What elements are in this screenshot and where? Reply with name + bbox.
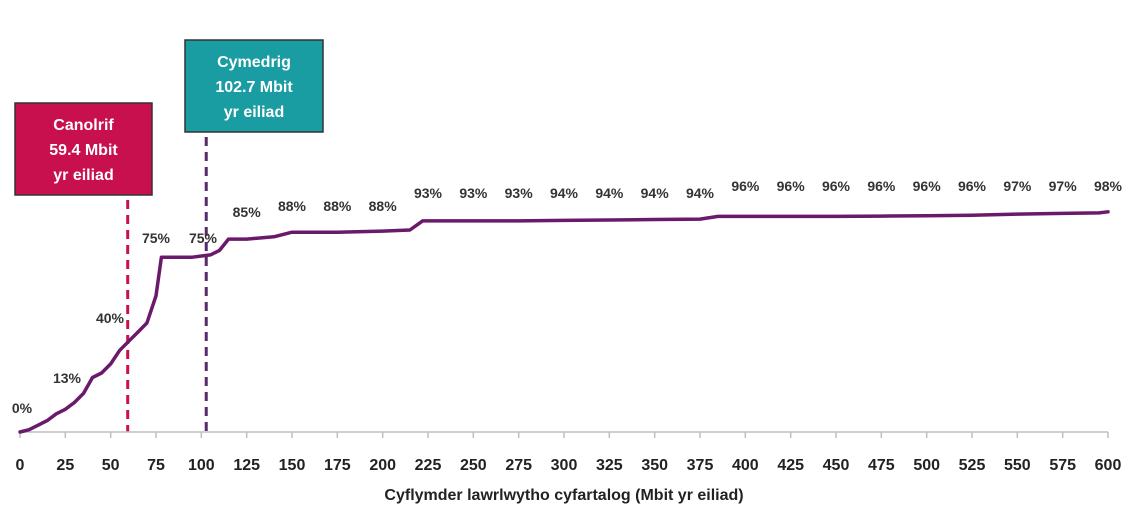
percentage-label: 85% <box>233 204 262 220</box>
median-callout-text: yr eiliad <box>53 167 113 184</box>
median-callout-text: 59.4 Mbit <box>49 142 118 159</box>
x-tick-label: 125 <box>233 457 260 474</box>
percentage-label: 75% <box>189 230 218 246</box>
x-tick-label: 250 <box>460 457 487 474</box>
percentage-label: 97% <box>1049 178 1078 194</box>
x-tick-label: 100 <box>188 457 215 474</box>
x-tick-label: 275 <box>505 457 532 474</box>
x-tick-label: 600 <box>1095 457 1122 474</box>
percentage-label: 88% <box>278 198 307 214</box>
x-tick-label: 400 <box>732 457 759 474</box>
x-tick-label: 75 <box>147 457 165 474</box>
x-tick-label: 425 <box>777 457 804 474</box>
percentage-label: 96% <box>867 178 896 194</box>
percentage-labels: 0% 13% 40% 75% 75% 85% 88% 88% 88% 93% 93% 93% 94% 94… <box>12 178 1123 416</box>
percentage-label: 75% <box>142 230 171 246</box>
percentage-label: 88% <box>323 198 352 214</box>
x-tick-label: 175 <box>324 457 351 474</box>
percentage-label: 13% <box>53 370 82 386</box>
x-tick-label: 525 <box>959 457 986 474</box>
x-tick-label: 200 <box>369 457 396 474</box>
x-tick-label: 300 <box>551 457 578 474</box>
percentage-label: 93% <box>414 185 443 201</box>
x-tick-label: 375 <box>687 457 714 474</box>
series-layer <box>18 210 1110 434</box>
x-tick-label: 25 <box>56 457 74 474</box>
x-tick-label: 450 <box>823 457 850 474</box>
median-callout-box <box>14 102 153 196</box>
x-tick-label: 350 <box>641 457 668 474</box>
percentage-label: 94% <box>686 185 715 201</box>
x-axis-ticks: 0 25 50 75 100 125 150 175 200 225 250 275 300 325 350… <box>16 432 1122 474</box>
percentage-label: 97% <box>1003 178 1032 194</box>
x-tick-label: 550 <box>1004 457 1031 474</box>
percentage-label: 93% <box>505 185 534 201</box>
mean-callout-box <box>184 39 324 133</box>
reference-lines-layer <box>126 137 208 432</box>
mean-callout-text: Cymedrig <box>217 54 291 71</box>
x-tick-label: 500 <box>913 457 940 474</box>
series-line <box>18 210 1110 434</box>
percentage-label: 40% <box>96 310 125 326</box>
percentage-label: 96% <box>777 178 806 194</box>
percentage-label: 96% <box>731 178 760 194</box>
mean-callout-text: yr eiliad <box>224 104 284 121</box>
percentage-label: 98% <box>1094 178 1123 194</box>
x-axis-title: Cyflymder lawrlwytho cyfartalog (Mbit yr… <box>384 487 743 504</box>
percentage-label: 0% <box>12 400 33 416</box>
x-tick-label: 50 <box>102 457 120 474</box>
percentage-label: 94% <box>550 185 579 201</box>
percentage-label: 96% <box>958 178 987 194</box>
x-tick-label: 0 <box>16 457 25 474</box>
percentage-label: 96% <box>822 178 851 194</box>
percentage-label: 94% <box>595 185 624 201</box>
percentage-label: 93% <box>459 185 488 201</box>
median-callout-text: Canolrif <box>53 117 114 134</box>
percentage-label: 94% <box>641 185 670 201</box>
x-tick-label: 150 <box>279 457 306 474</box>
x-tick-label: 575 <box>1049 457 1076 474</box>
x-tick-label: 225 <box>415 457 442 474</box>
percentage-label: 88% <box>369 198 398 214</box>
percentage-label: 96% <box>913 178 942 194</box>
callouts-layer: Canolrif 59.4 Mbit yr eiliad Cymedrig 102.7 … <box>14 39 324 196</box>
x-tick-label: 325 <box>596 457 623 474</box>
mean-callout-text: 102.7 Mbit <box>215 79 293 96</box>
x-tick-label: 475 <box>868 457 895 474</box>
